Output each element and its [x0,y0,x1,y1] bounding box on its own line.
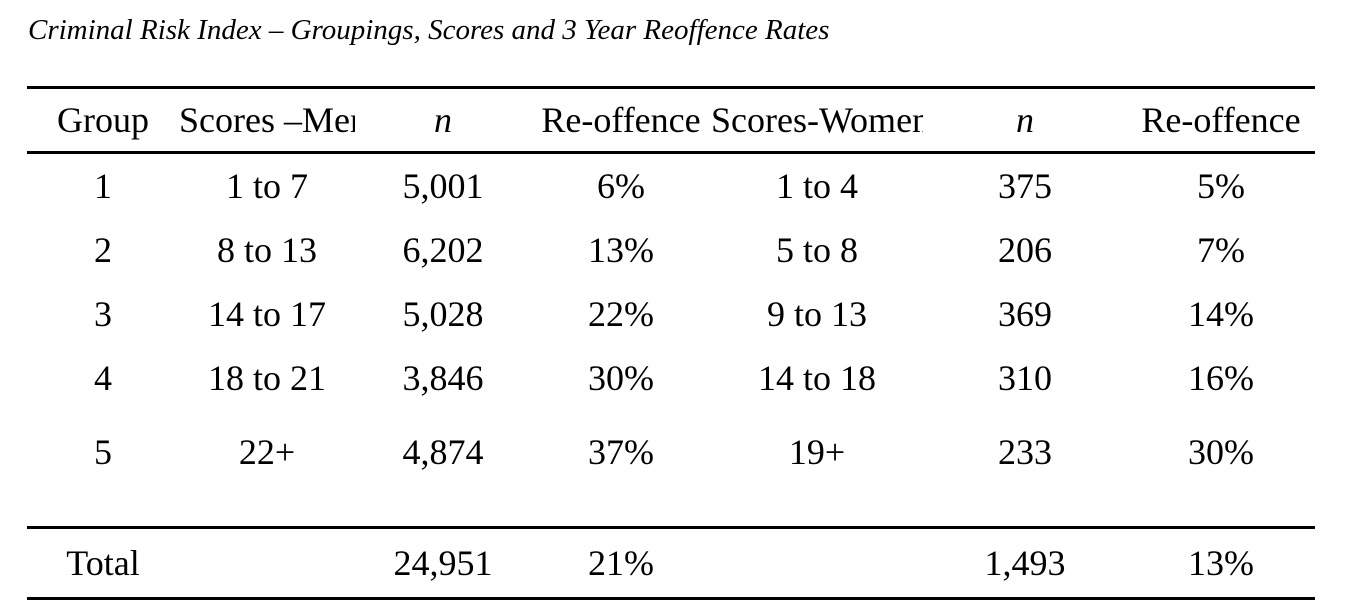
cell-scores-men: 1 to 7 [225,166,308,206]
cell-n-women: 310 [998,358,1052,398]
cell-n-women: 233 [998,432,1052,472]
cell-scores-women: 19+ [788,432,846,472]
table-row-group-5: 5 22+ 4,874 37% 19+ 233 30% [27,410,1315,528]
col-header-reoffence-women: Re-offence [1141,100,1301,140]
cell-reoffence-women: 5% [1197,166,1245,206]
cell-reoffence-men: 13% [588,230,654,270]
cell-reoffence-men: 37% [588,432,654,472]
cell-reoffence-women: 14% [1188,294,1254,334]
criminal-risk-index-table: Group Scores –Men n Re-offence Scores-Wo… [27,86,1315,600]
cell-scores-women: 1 to 4 [775,166,858,206]
total-n-men: 24,951 [393,543,493,583]
cell-scores-women: 14 to 18 [757,358,876,398]
cell-reoffence-men: 6% [597,166,645,206]
total-scores-women-empty [711,528,923,599]
cell-group: 2 [94,230,112,270]
cell-reoffence-men: 22% [588,294,654,334]
table-row-group-1: 1 1 to 7 5,001 6% 1 to 4 375 5% [27,153,1315,219]
col-header-reoffence-men: Re-offence [541,100,701,140]
cell-scores-women: 5 to 8 [775,230,858,270]
col-header-n-men: n [434,100,452,140]
cell-n-women: 375 [998,166,1052,206]
cell-reoffence-women: 16% [1188,358,1254,398]
col-header-group: Group [57,100,149,140]
cell-n-women: 369 [998,294,1052,334]
cell-n-women: 206 [998,230,1052,270]
cell-scores-women: 9 to 13 [766,294,867,334]
cell-group: 1 [94,166,112,206]
total-row: Total 24,951 21% 1,493 13% [27,527,1315,599]
total-reoffence-women: 13% [1188,543,1254,583]
cell-group: 5 [94,432,112,472]
cell-reoffence-women: 7% [1197,230,1245,270]
cell-group: 4 [94,358,112,398]
col-header-scores-women: Scores-Women [711,100,923,140]
cell-reoffence-women: 30% [1188,432,1254,472]
cell-scores-men: 22+ [238,432,296,472]
total-n-women: 1,493 [984,543,1066,583]
cell-reoffence-men: 30% [588,358,654,398]
col-header-n-women: n [1016,100,1034,140]
table-row-group-4: 4 18 to 21 3,846 30% 14 to 18 310 16% [27,346,1315,410]
table-row-group-2: 2 8 to 13 6,202 13% 5 to 8 206 7% [27,218,1315,282]
cell-n-men: 6,202 [402,230,484,270]
header-row: Group Scores –Men n Re-offence Scores-Wo… [27,87,1315,153]
col-header-scores-men: Scores –Men [179,100,355,140]
total-reoffence-men: 21% [588,543,654,583]
total-scores-men-empty [179,528,355,599]
cell-n-men: 4,874 [402,432,484,472]
cell-scores-men: 8 to 13 [216,230,317,270]
cell-scores-men: 14 to 17 [207,294,326,334]
cell-scores-men: 18 to 21 [207,358,326,398]
cell-group: 3 [94,294,112,334]
table-caption: Criminal Risk Index – Groupings, Scores … [28,14,830,46]
total-label: Total [66,543,140,583]
cell-n-men: 5,028 [402,294,484,334]
cell-n-men: 3,846 [402,358,484,398]
cell-n-men: 5,001 [402,166,484,206]
table-row-group-3: 3 14 to 17 5,028 22% 9 to 13 369 14% [27,282,1315,346]
